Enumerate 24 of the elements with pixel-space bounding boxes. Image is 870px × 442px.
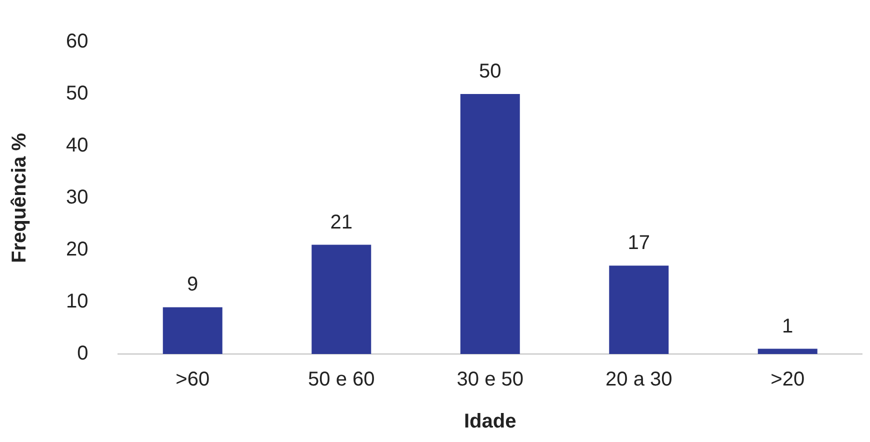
y-axis-title: Frequência %: [8, 132, 31, 264]
bar: [460, 94, 520, 354]
data-label: 9: [187, 274, 198, 296]
data-label: 21: [330, 211, 352, 234]
x-tick-label: >60: [176, 368, 210, 391]
data-label: 1: [782, 315, 794, 338]
y-tick-label: 20: [66, 238, 88, 261]
x-tick-label: 50 e 60: [308, 368, 375, 391]
bar: [609, 266, 669, 354]
bar: [758, 348, 818, 354]
x-tick-label: >20: [770, 368, 805, 391]
x-axis-title: Idade: [464, 410, 516, 433]
y-tick-label: 60: [66, 30, 88, 53]
data-label: 17: [628, 232, 650, 254]
y-tick-label: 40: [66, 134, 88, 157]
x-tick-label: 20 a 30: [606, 368, 672, 391]
data-label: 50: [479, 60, 502, 83]
bar: [312, 244, 372, 354]
bar: [162, 307, 222, 354]
y-tick-label: 30: [66, 186, 88, 209]
y-tick-label: 0: [77, 342, 88, 365]
y-tick-label: 50: [66, 82, 88, 105]
y-tick-label: 10: [66, 290, 88, 313]
x-tick-label: 30 e 50: [456, 368, 524, 391]
